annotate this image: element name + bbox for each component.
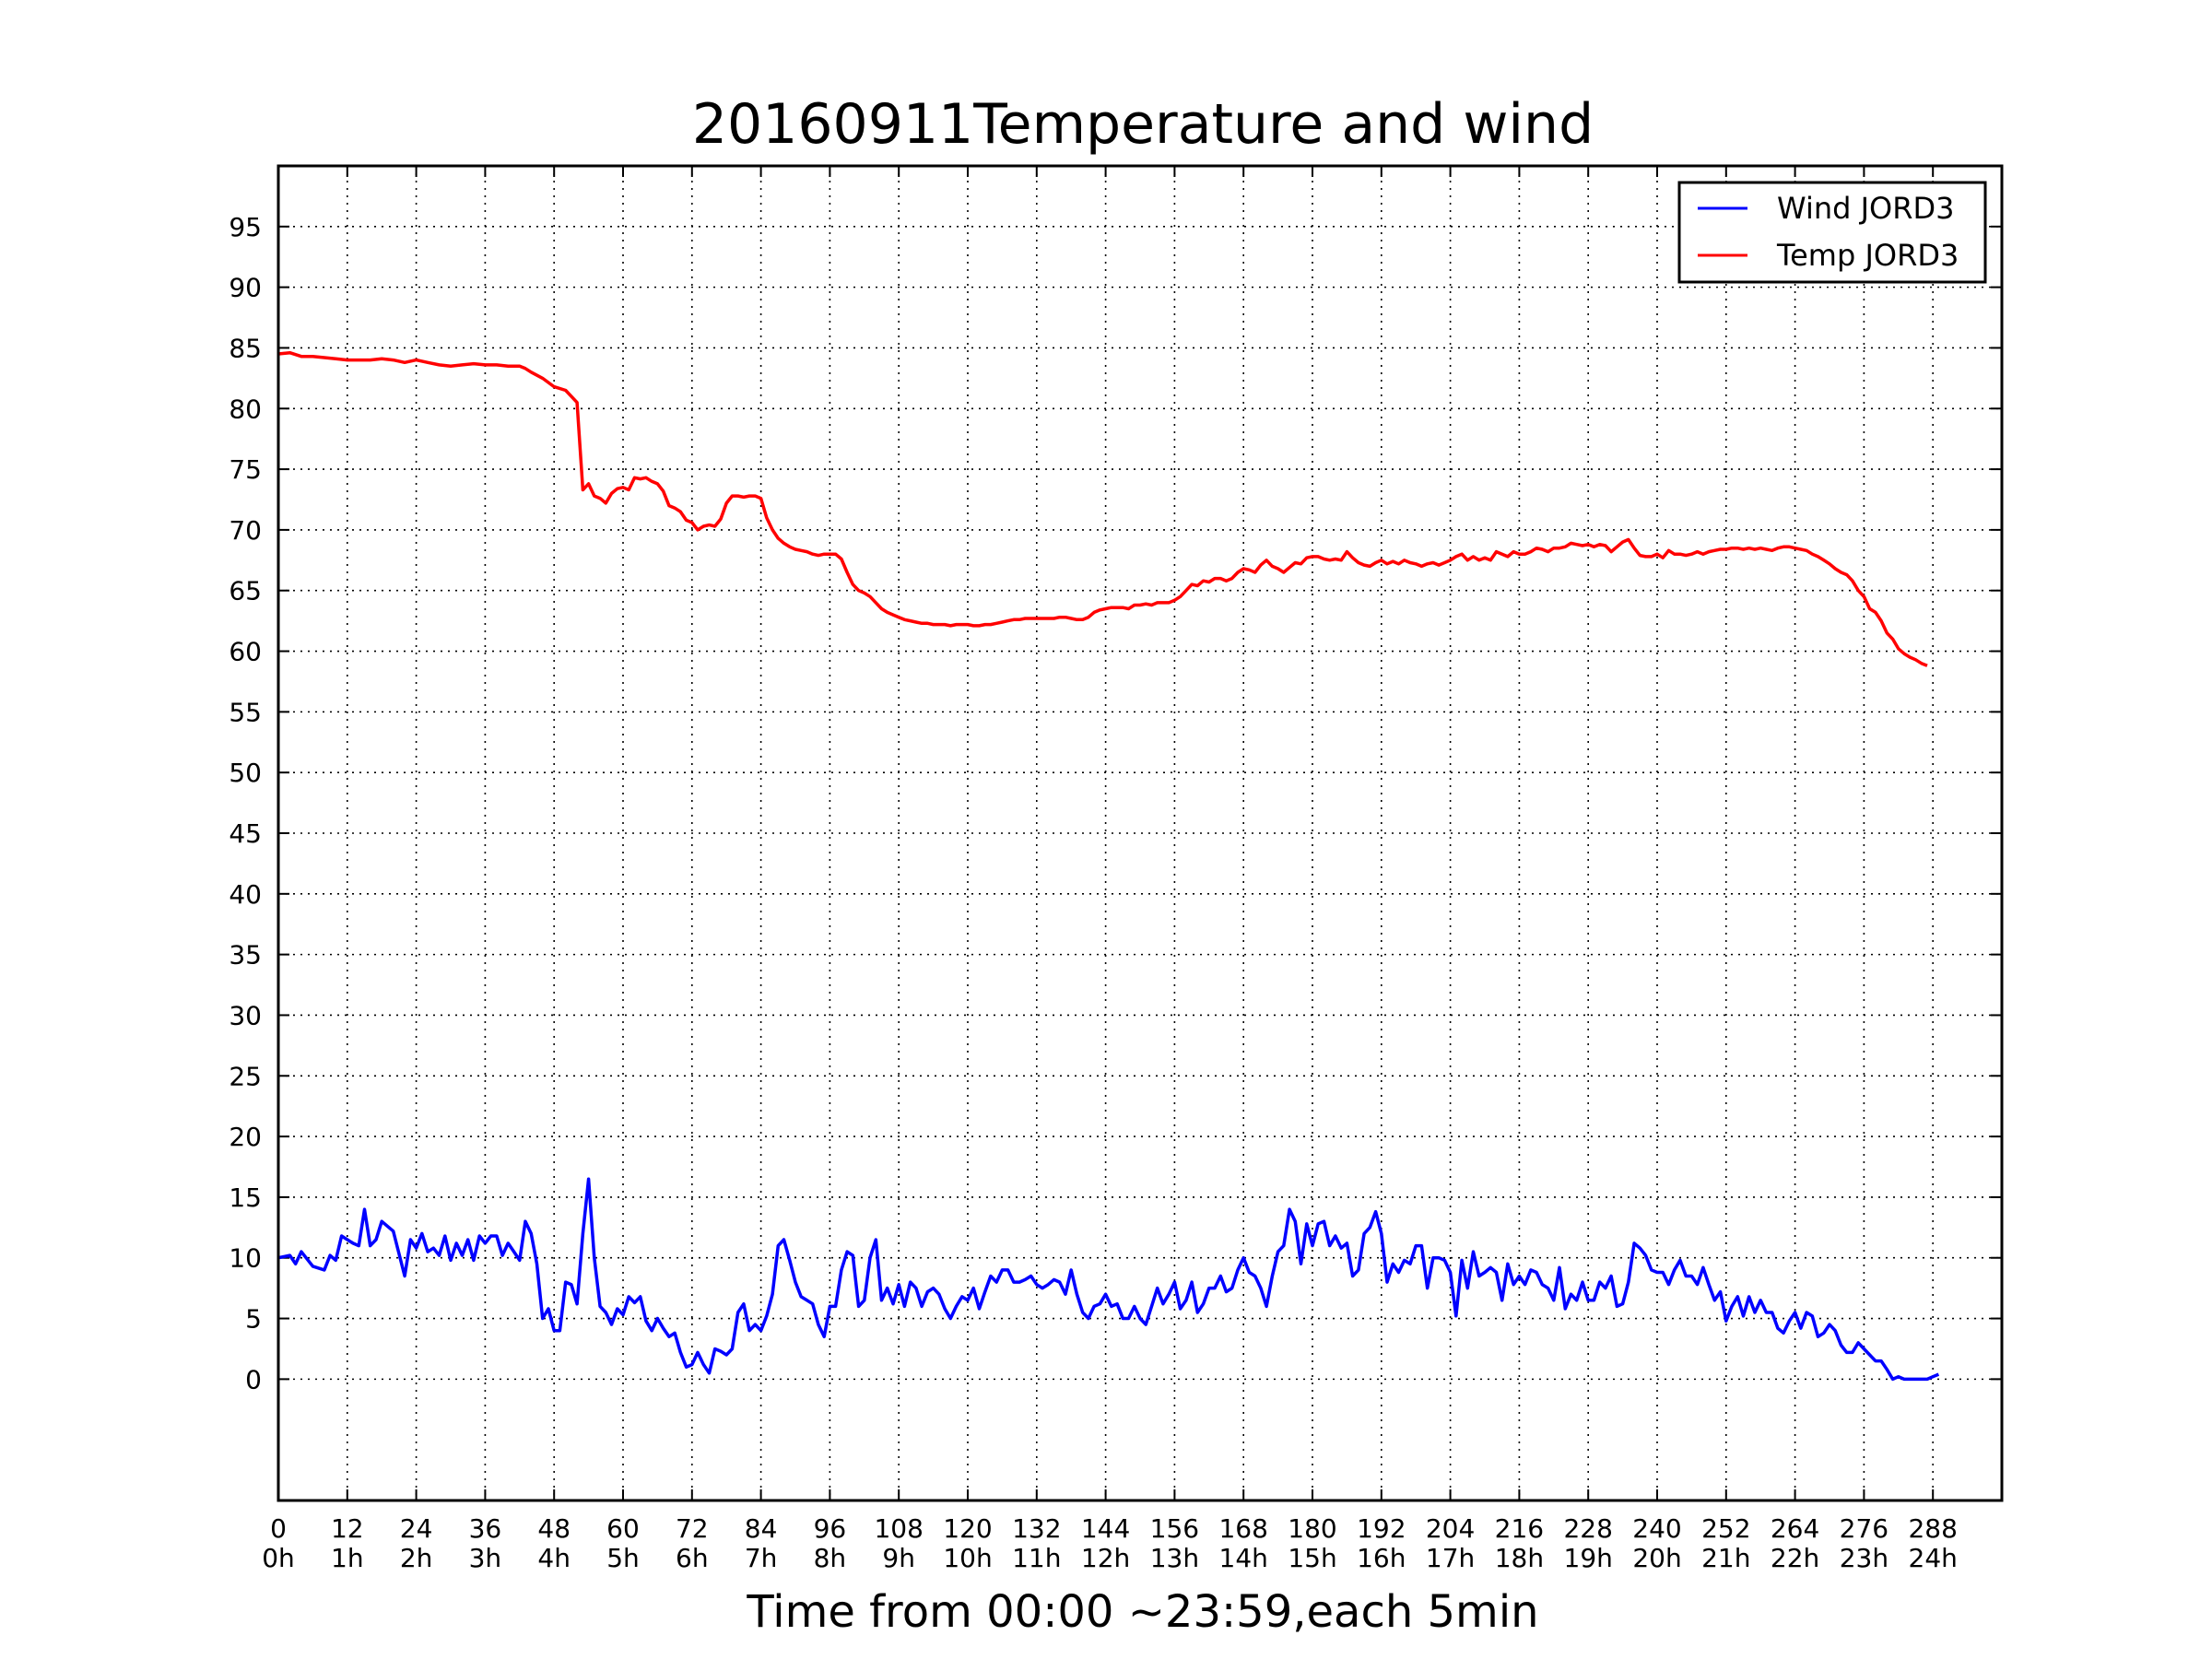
x-tick-label: 264 — [1771, 1513, 1819, 1544]
x-tick-label-hour: 2h — [400, 1543, 433, 1573]
x-tick-label: 84 — [745, 1513, 778, 1544]
legend-label-temp: Temp JORD3 — [1776, 238, 1959, 273]
y-tick-label: 95 — [229, 212, 262, 242]
x-tick-label: 168 — [1218, 1513, 1267, 1544]
x-tick-label-hour: 3h — [469, 1543, 502, 1573]
x-tick-label: 24 — [400, 1513, 433, 1544]
x-tick-label: 216 — [1495, 1513, 1544, 1544]
x-tick-label: 276 — [1840, 1513, 1888, 1544]
legend-label-wind: Wind JORD3 — [1777, 191, 1954, 226]
x-tick-label: 132 — [1012, 1513, 1061, 1544]
y-tick-label: 55 — [229, 697, 262, 727]
y-tick-label: 25 — [229, 1061, 262, 1091]
x-tick-label: 204 — [1426, 1513, 1475, 1544]
x-tick-label: 228 — [1563, 1513, 1612, 1544]
x-tick-label: 96 — [814, 1513, 847, 1544]
x-tick-label: 36 — [469, 1513, 502, 1544]
x-tick-label: 48 — [537, 1513, 571, 1544]
y-tick-label: 15 — [229, 1182, 262, 1213]
y-tick-label: 10 — [229, 1243, 262, 1274]
x-tick-label: 180 — [1288, 1513, 1336, 1544]
y-tick-label: 70 — [229, 515, 262, 546]
y-tick-label: 60 — [229, 637, 262, 667]
legend: Wind JORD3 Temp JORD3 — [1677, 181, 1987, 284]
y-tick-label: 45 — [229, 818, 262, 849]
x-tick-label-hour: 23h — [1840, 1543, 1888, 1573]
x-tick-label-hour: 4h — [537, 1543, 571, 1573]
y-tick-label: 30 — [229, 1000, 262, 1030]
x-tick-label-hour: 24h — [1909, 1543, 1958, 1573]
y-tick-label: 5 — [245, 1304, 262, 1335]
y-tick-label: 20 — [229, 1122, 262, 1152]
y-axis-ticks: 0 5 10 15 20 25 30 35 40 45 50 55 60 65 70 75 80 85 90 95 — [229, 212, 2002, 1394]
y-tick-label: 50 — [229, 758, 262, 788]
x-tick-label-hour: 19h — [1564, 1543, 1613, 1573]
legend-box — [1677, 181, 1987, 284]
x-tick-label: 288 — [1908, 1513, 1957, 1544]
x-tick-label-hour: 18h — [1495, 1543, 1544, 1573]
x-tick-label-hour: 20h — [1632, 1543, 1681, 1573]
x-axis-label: Time from 00:00 ~23:59,each 5min — [746, 1586, 1538, 1638]
x-tick-label: 108 — [874, 1513, 923, 1544]
chart-title: 20160911Temperature and wind — [692, 92, 1594, 157]
y-tick-label: 85 — [229, 333, 262, 363]
x-tick-label-hour: 14h — [1219, 1543, 1268, 1573]
x-tick-label: 0 — [270, 1513, 287, 1544]
x-tick-label-hour: 10h — [943, 1543, 992, 1573]
series-line-wind — [277, 1177, 1940, 1382]
x-tick-label-hour: 8h — [814, 1543, 847, 1573]
y-tick-label: 65 — [229, 576, 262, 606]
x-tick-label-hour: 11h — [1012, 1543, 1061, 1573]
x-tick-label-hour: 21h — [1701, 1543, 1750, 1573]
x-tick-label: 120 — [943, 1513, 992, 1544]
x-tick-label-hour: 1h — [331, 1543, 364, 1573]
x-tick-label: 240 — [1632, 1513, 1681, 1544]
x-tick-label: 192 — [1357, 1513, 1406, 1544]
x-tick-label: 12 — [331, 1513, 364, 1544]
x-tick-label-hour: 16h — [1357, 1543, 1406, 1573]
x-tick-label: 252 — [1701, 1513, 1750, 1544]
y-tick-label: 80 — [229, 394, 262, 424]
x-tick-label: 144 — [1081, 1513, 1130, 1544]
x-tick-label-hour: 9h — [882, 1543, 915, 1573]
plot-area-series — [277, 350, 1940, 1382]
y-tick-label: 40 — [229, 879, 262, 910]
x-tick-label-hour: 12h — [1081, 1543, 1130, 1573]
x-tick-label: 60 — [606, 1513, 640, 1544]
series-line-temp — [277, 350, 1928, 667]
y-tick-label: 75 — [229, 454, 262, 485]
y-tick-label: 35 — [229, 940, 262, 971]
x-tick-label-hour: 5h — [606, 1543, 640, 1573]
x-tick-label-hour: 22h — [1771, 1543, 1819, 1573]
y-tick-label: 90 — [229, 273, 262, 303]
x-tick-label-hour: 6h — [676, 1543, 709, 1573]
axes-frame — [276, 164, 2004, 1502]
y-tick-label: 0 — [245, 1364, 262, 1394]
x-tick-label-hour: 7h — [745, 1543, 778, 1573]
x-tick-label: 156 — [1150, 1513, 1199, 1544]
x-tick-label-hour: 17h — [1426, 1543, 1475, 1573]
x-tick-label-hour: 13h — [1150, 1543, 1199, 1573]
x-tick-label-hour: 0h — [262, 1543, 295, 1573]
x-tick-label: 72 — [676, 1513, 709, 1544]
x-tick-label-hour: 15h — [1288, 1543, 1336, 1573]
